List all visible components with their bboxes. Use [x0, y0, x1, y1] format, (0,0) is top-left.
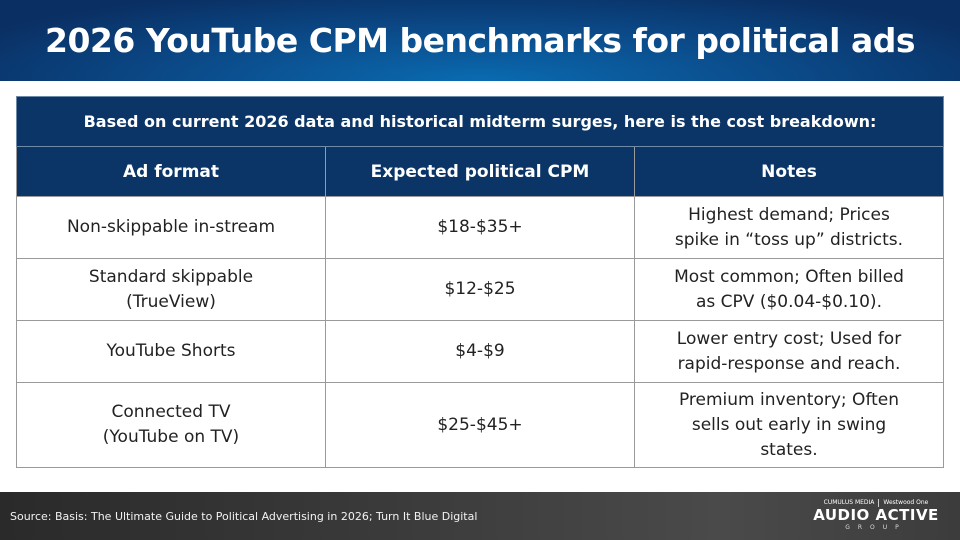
page-title: 2026 YouTube CPM benchmarks for politica… — [45, 21, 915, 60]
notes-line: states. — [760, 439, 818, 460]
table-row: Connected TV (YouTube on TV) $25-$45+ Pre… — [16, 382, 944, 468]
cpm-table: Based on current 2026 data and historica… — [16, 96, 944, 468]
cpm-cell: $18-$35+ — [325, 196, 635, 259]
table-row: Non-skippable in-stream $18-$35+ Highest… — [16, 196, 944, 259]
footer-bar: Source: Basis: The Ultimate Guide to Pol… — [0, 492, 960, 540]
table-row: YouTube Shorts $4-$9 Lower entry cost; U… — [16, 320, 944, 383]
column-header-notes: Notes — [634, 146, 944, 197]
notes-line: Highest demand; Prices — [688, 204, 890, 225]
notes-line: rapid-response and reach. — [677, 353, 901, 374]
table-row: Standard skippable (TrueView) $12-$25 Mos… — [16, 258, 944, 321]
column-header-ad-format: Ad format — [16, 146, 326, 197]
source-citation: Source: Basis: The Ultimate Guide to Pol… — [10, 510, 478, 523]
ad-format-line: (YouTube on TV) — [102, 427, 240, 447]
notes-line: as CPV ($0.04-$0.10). — [696, 291, 882, 312]
notes-cell: Lower entry cost; Used for rapid-response… — [634, 320, 944, 383]
notes-cell: Most common; Often billed as CPV ($0.04-$… — [634, 258, 944, 321]
ad-format-cell: Non-skippable in-stream — [16, 196, 326, 259]
column-header-cpm: Expected political CPM — [325, 146, 635, 197]
table-caption: Based on current 2026 data and historica… — [16, 96, 944, 147]
cpm-cell: $4-$9 — [325, 320, 635, 383]
notes-cell: Premium inventory; Often sells out early … — [634, 382, 944, 468]
logo-divider — [878, 498, 880, 507]
ad-format-cell: YouTube Shorts — [16, 320, 326, 383]
westwood-one-logo-text: Westwood One — [883, 499, 929, 506]
ad-format-cell: Standard skippable (TrueView) — [16, 258, 326, 321]
notes-line: sells out early in swing — [691, 414, 887, 435]
title-banner: 2026 YouTube CPM benchmarks for politica… — [0, 0, 960, 81]
ad-format-line: (TrueView) — [126, 291, 216, 312]
ad-format-line: Standard skippable — [88, 266, 254, 287]
notes-line: Premium inventory; Often — [678, 389, 900, 410]
ad-format-line: YouTube Shorts — [106, 341, 236, 361]
logo-subtitle: GROUP — [845, 524, 907, 531]
notes-line: spike in “toss up” districts. — [674, 229, 904, 250]
audio-active-group-logo: CUMULUS MEDIA Westwood One AUDIO ACTIVE … — [806, 498, 946, 538]
ad-format-line: Non-skippable in-stream — [66, 217, 276, 237]
ad-format-line: Connected TV — [111, 402, 231, 422]
logo-name: AUDIO ACTIVE — [813, 506, 939, 524]
notes-line: Most common; Often billed — [674, 266, 904, 287]
notes-line: Lower entry cost; Used for — [676, 328, 902, 349]
notes-cell: Highest demand; Prices spike in “toss up”… — [634, 196, 944, 259]
ad-format-cell: Connected TV (YouTube on TV) — [16, 382, 326, 468]
cumulus-media-logo-text: CUMULUS MEDIA — [823, 499, 875, 506]
cpm-cell: $25-$45+ — [325, 382, 635, 468]
cpm-cell: $12-$25 — [325, 258, 635, 321]
